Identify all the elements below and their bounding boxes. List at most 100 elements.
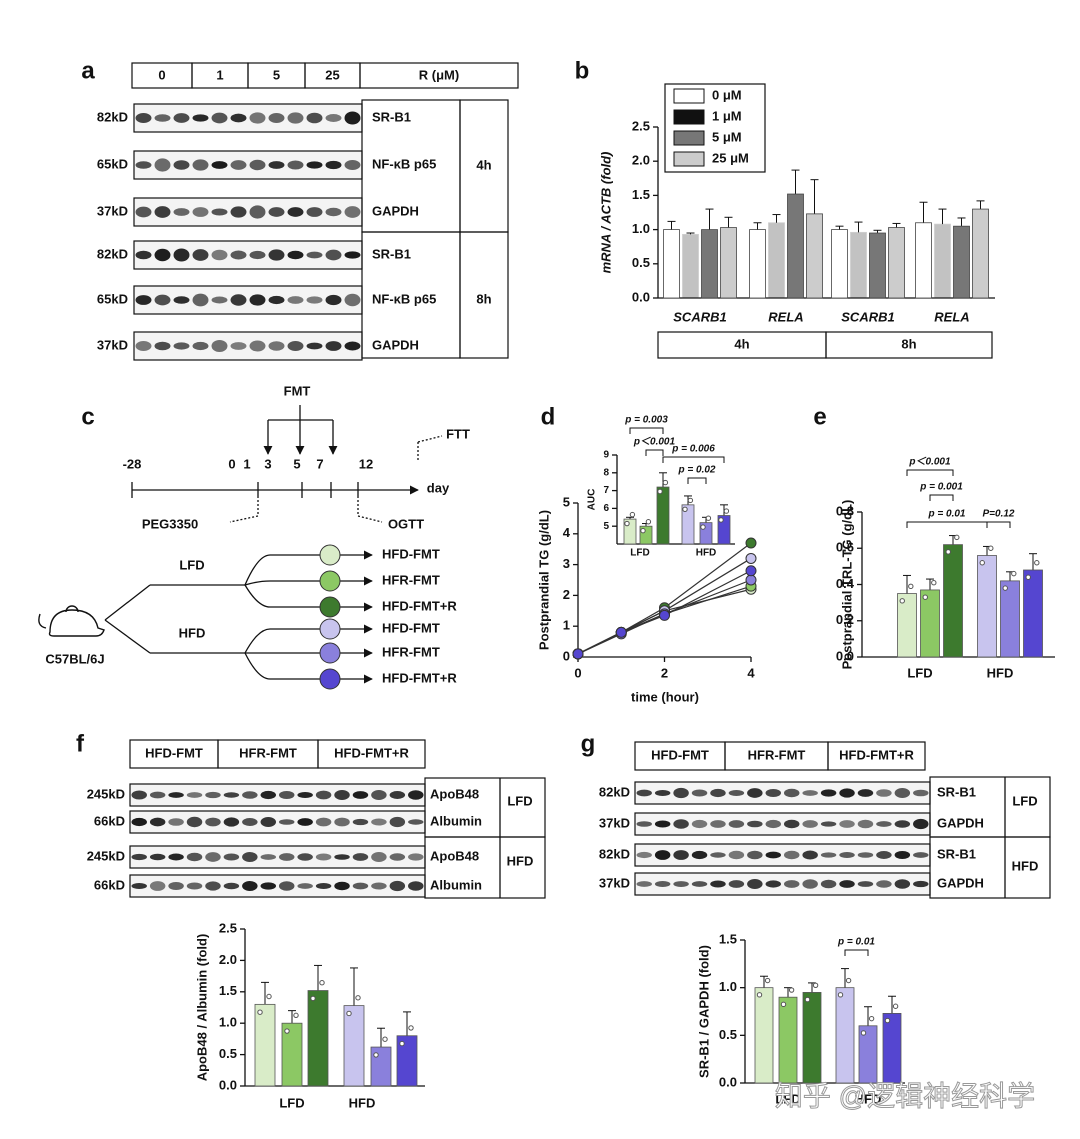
header-label: HFD-FMT (651, 747, 709, 762)
y-axis-label: AUC (587, 489, 598, 511)
blot-band (820, 789, 837, 797)
bar (1023, 569, 1043, 658)
blot-band (278, 819, 295, 825)
frame (424, 836, 546, 899)
bracket (844, 949, 869, 956)
y-tick-label: 1.5 (219, 983, 237, 998)
blot-band (352, 882, 369, 890)
blot-band (839, 788, 855, 798)
blot-band (802, 790, 818, 796)
dot (645, 519, 652, 525)
blot-band (168, 881, 184, 891)
y-tick-label: 4 (563, 525, 571, 540)
group-label: HFD (987, 665, 1014, 680)
header-label: 1 (216, 67, 223, 82)
group-label: HFD (349, 1095, 376, 1110)
y-axis-label: Postprandial TRL-TG (g/dL) (839, 500, 854, 670)
blot-band (223, 792, 240, 798)
dot (682, 506, 688, 512)
annotation: p＜0.001 (908, 457, 951, 468)
blot-band (876, 851, 892, 859)
blot-band (297, 883, 313, 889)
annotation: P=0.12 (983, 509, 1015, 520)
blot-band (820, 852, 837, 858)
blot-band (186, 852, 203, 862)
diet-label: LFD (1012, 793, 1037, 808)
day-label: 3 (264, 456, 271, 471)
group-label: LFD (279, 1095, 304, 1110)
blot-band (894, 788, 911, 798)
dot (780, 1001, 787, 1008)
y-axis-label: SR-B1 / GAPDH (fold) (696, 945, 711, 1078)
blot-band (857, 881, 874, 887)
bar (778, 996, 798, 1084)
y-tick-label: 9 (603, 450, 609, 461)
protein-label: Albumin (430, 813, 482, 828)
blot-band (765, 819, 782, 829)
blot-band (371, 790, 387, 800)
blot-band (691, 819, 708, 829)
branch (244, 624, 373, 654)
blot-band (186, 882, 203, 890)
blot-band (297, 818, 313, 826)
y-tick-label: 0.0 (219, 1077, 237, 1092)
header-label: HFD-FMT+R (334, 745, 409, 760)
kd-label: 37kD (599, 875, 630, 890)
point (745, 565, 757, 577)
kd-label: 65kD (97, 291, 128, 306)
blot-band (173, 342, 190, 350)
blot-band (389, 791, 406, 799)
blot-band (673, 787, 689, 799)
blot-band (673, 819, 689, 829)
blot-band (154, 294, 171, 306)
blot-band (173, 208, 190, 216)
dot (700, 524, 706, 530)
blot-band (325, 114, 342, 122)
protein-label: GAPDH (937, 815, 984, 830)
dot (399, 1040, 405, 1047)
blot-band (820, 879, 837, 889)
protein-label: GAPDH (372, 337, 419, 352)
category-label: RELA (934, 309, 969, 324)
blot-band (168, 818, 184, 826)
dot (657, 488, 663, 495)
day-label: 12 (359, 456, 373, 471)
blot-band (747, 788, 763, 798)
mouse-icon (38, 605, 105, 637)
category-label: RELA (768, 309, 803, 324)
unit-label: day (427, 480, 450, 495)
blot-band (747, 850, 763, 860)
blot-band (192, 293, 209, 307)
dot (355, 995, 361, 1001)
blot-band (371, 882, 387, 890)
blot-band (278, 790, 295, 800)
blot-band (205, 881, 221, 891)
blot-band (802, 850, 818, 860)
blot-band (131, 883, 147, 889)
bar (1000, 580, 1020, 658)
bracket (906, 469, 954, 476)
bar (749, 229, 766, 299)
blot-band (168, 792, 184, 798)
blot-band (260, 790, 277, 800)
bar (934, 223, 951, 299)
dot (624, 520, 630, 527)
kd-label: 37kD (599, 815, 630, 830)
y-tick-label: 0.5 (219, 1046, 237, 1061)
blot-band (230, 206, 247, 218)
legend-label: 5 μM (712, 129, 742, 144)
bar (396, 1035, 418, 1087)
blot-band (334, 854, 350, 860)
blot-band (334, 881, 350, 891)
blot-band (876, 789, 892, 797)
blot-band (913, 818, 929, 830)
dot (629, 511, 636, 518)
branch (244, 550, 373, 586)
blot-band (230, 113, 247, 123)
y-tick-label: 2.0 (219, 952, 237, 967)
time-label: 4h (476, 157, 491, 172)
dot (319, 979, 325, 986)
blot-band (306, 207, 323, 217)
y-tick-label: 0.2 (836, 612, 854, 627)
panel-label: b (575, 57, 590, 84)
